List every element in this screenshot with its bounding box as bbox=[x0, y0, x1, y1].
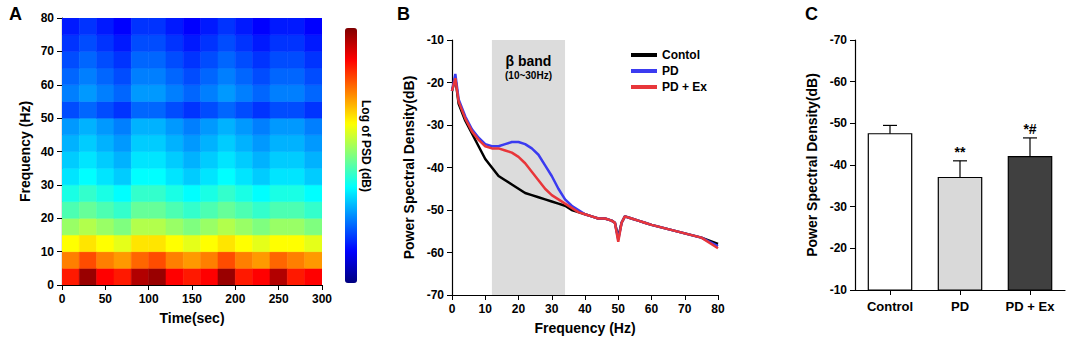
svg-text:-20: -20 bbox=[830, 241, 848, 255]
svg-text:-40: -40 bbox=[830, 158, 848, 172]
svg-text:0: 0 bbox=[449, 302, 456, 316]
svg-text:Time(sec): Time(sec) bbox=[159, 310, 224, 326]
svg-text:Control: Control bbox=[867, 299, 913, 314]
svg-text:Frequency (Hz): Frequency (Hz) bbox=[534, 320, 635, 336]
svg-text:60: 60 bbox=[645, 302, 659, 316]
svg-text:50: 50 bbox=[99, 292, 113, 306]
svg-text:Log of PSD (dB): Log of PSD (dB) bbox=[359, 100, 373, 192]
svg-text:-30: -30 bbox=[427, 118, 445, 132]
svg-text:-40: -40 bbox=[427, 161, 445, 175]
svg-text:100: 100 bbox=[139, 292, 159, 306]
svg-text:-10: -10 bbox=[427, 33, 445, 47]
svg-text:PD + Ex: PD + Ex bbox=[1006, 299, 1056, 314]
svg-text:PD + Ex: PD + Ex bbox=[662, 80, 707, 94]
svg-text:-60: -60 bbox=[427, 246, 445, 260]
svg-text:20: 20 bbox=[41, 211, 55, 225]
svg-text:-70: -70 bbox=[830, 33, 848, 47]
svg-text:80: 80 bbox=[711, 302, 725, 316]
svg-text:30: 30 bbox=[41, 178, 55, 192]
svg-text:200: 200 bbox=[225, 292, 245, 306]
svg-text:-50: -50 bbox=[830, 116, 848, 130]
svg-text:300: 300 bbox=[312, 292, 332, 306]
svg-text:150: 150 bbox=[182, 292, 202, 306]
svg-text:70: 70 bbox=[678, 302, 692, 316]
svg-text:-20: -20 bbox=[427, 76, 445, 90]
svg-text:PD: PD bbox=[951, 299, 969, 314]
svg-text:-50: -50 bbox=[427, 203, 445, 217]
svg-text:0: 0 bbox=[47, 278, 54, 292]
svg-text:30: 30 bbox=[545, 302, 559, 316]
svg-text:(10~30Hz): (10~30Hz) bbox=[505, 70, 552, 81]
svg-text:Power Spectral Density(dB): Power Spectral Density(dB) bbox=[804, 73, 820, 257]
svg-text:10: 10 bbox=[479, 302, 493, 316]
svg-text:50: 50 bbox=[612, 302, 626, 316]
svg-text:-60: -60 bbox=[830, 75, 848, 89]
svg-text:β band: β band bbox=[506, 53, 552, 69]
svg-text:Contol: Contol bbox=[662, 48, 700, 62]
svg-text:*#: *# bbox=[1023, 121, 1036, 137]
svg-text:Frequency (Hz): Frequency (Hz) bbox=[17, 101, 33, 202]
svg-text:**: ** bbox=[955, 144, 966, 160]
svg-text:40: 40 bbox=[41, 145, 55, 159]
svg-text:C: C bbox=[805, 4, 818, 24]
svg-text:B: B bbox=[397, 4, 410, 24]
svg-text:40: 40 bbox=[578, 302, 592, 316]
svg-text:-30: -30 bbox=[830, 200, 848, 214]
svg-text:Power Spectral Density(dB): Power Spectral Density(dB) bbox=[401, 76, 417, 260]
svg-text:10: 10 bbox=[41, 245, 55, 259]
svg-text:250: 250 bbox=[269, 292, 289, 306]
svg-text:80: 80 bbox=[41, 11, 55, 25]
svg-text:20: 20 bbox=[512, 302, 526, 316]
svg-text:A: A bbox=[9, 4, 22, 24]
svg-text:50: 50 bbox=[41, 111, 55, 125]
svg-text:70: 70 bbox=[41, 44, 55, 58]
svg-text:0: 0 bbox=[59, 292, 66, 306]
svg-text:60: 60 bbox=[41, 78, 55, 92]
svg-text:PD: PD bbox=[662, 64, 679, 78]
svg-text:-70: -70 bbox=[427, 288, 445, 302]
svg-text:-10: -10 bbox=[830, 283, 848, 297]
